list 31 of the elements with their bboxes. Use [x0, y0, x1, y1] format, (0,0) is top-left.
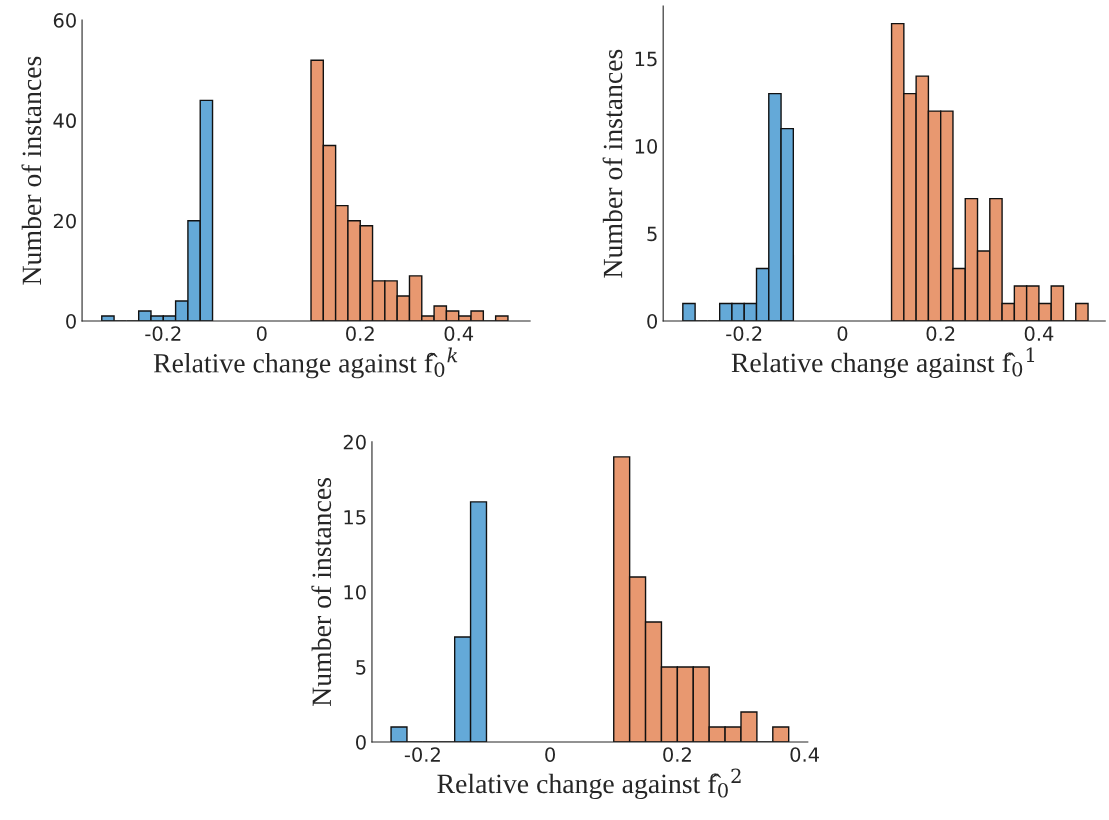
y-tick-label: 5 [647, 226, 657, 242]
x-tick-label: 0.2 [346, 326, 374, 341]
x-tick-label: 0 [256, 326, 267, 341]
y-axis-title: Number of instances [21, 56, 42, 285]
x-axis-title: Relative change against f̂$_{0}$$^{2}$ [437, 768, 741, 799]
y-axis-title: Number of instances [311, 478, 332, 707]
y-tick-label: 0 [356, 734, 366, 750]
x-tick-label: -0.2 [726, 326, 762, 341]
x-tick-label: 0.4 [790, 747, 819, 762]
x-tick-label: 0.4 [1024, 326, 1054, 341]
x-axis-title: Relative change against f̂$_{0}$$^{1}$ [731, 347, 1035, 379]
y-tick-label: 5 [356, 660, 366, 675]
x-tick-label: 0.2 [663, 747, 691, 762]
x-tick-label: -0.2 [404, 747, 440, 762]
x-tick-label: -0.2 [145, 326, 181, 341]
x-tick-label: 0 [837, 326, 848, 341]
y-tick-label: 15 [635, 51, 657, 67]
y-tick-label: 0 [66, 313, 76, 329]
x-tick-label: 0 [545, 747, 556, 762]
x-tick-label: 0.4 [444, 326, 474, 341]
y-tick-label: 15 [344, 510, 366, 525]
x-tick-label: 0.2 [926, 326, 955, 341]
y-tick-label: 0 [647, 313, 658, 329]
y-tick-label: 10 [635, 139, 658, 154]
y-tick-label: 20 [343, 434, 366, 450]
y-tick-label: 20 [53, 213, 76, 229]
y-tick-label: 40 [53, 113, 76, 129]
y-tick-label: 10 [344, 584, 366, 600]
y-tick-label: 60 [53, 13, 76, 28]
y-axis-title: Number of instances [602, 49, 623, 278]
x-axis-title: Relative change against f̂$_{0}$$^{k}$ [153, 347, 458, 379]
